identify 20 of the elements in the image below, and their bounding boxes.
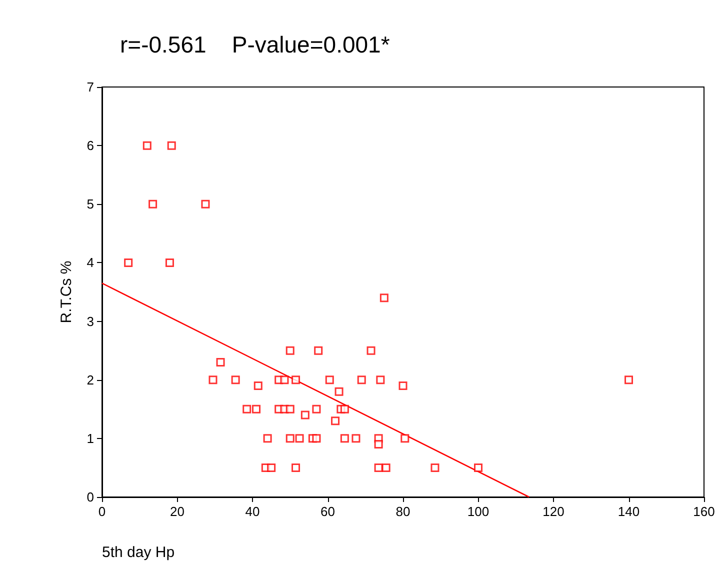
x-tick-label: 140: [618, 504, 640, 519]
y-tick-label: 4: [86, 255, 94, 270]
y-tick-label: 7: [86, 80, 94, 94]
x-tick-label: 160: [693, 504, 715, 519]
x-tick-label: 80: [396, 504, 410, 519]
x-tick-label: 120: [542, 504, 564, 519]
y-tick-label: 0: [86, 490, 94, 504]
chart-title: r=-0.561 P-value=0.001*: [120, 32, 390, 58]
x-axis-title: 5th day Hp: [102, 544, 175, 561]
y-tick-label: 2: [86, 372, 94, 388]
x-tick-label: 40: [245, 504, 260, 519]
y-tick-label: 1: [86, 430, 94, 446]
y-tick-label: 5: [86, 196, 94, 212]
x-tick-label: 100: [467, 504, 490, 519]
y-tick-label: 6: [86, 138, 94, 154]
y-tick-label: 3: [86, 314, 94, 329]
x-tick-label: 0: [98, 504, 106, 519]
x-tick-label: 60: [320, 504, 335, 519]
y-axis-title: R.T.Cs %: [58, 260, 75, 324]
x-tick-label: 20: [170, 504, 184, 519]
